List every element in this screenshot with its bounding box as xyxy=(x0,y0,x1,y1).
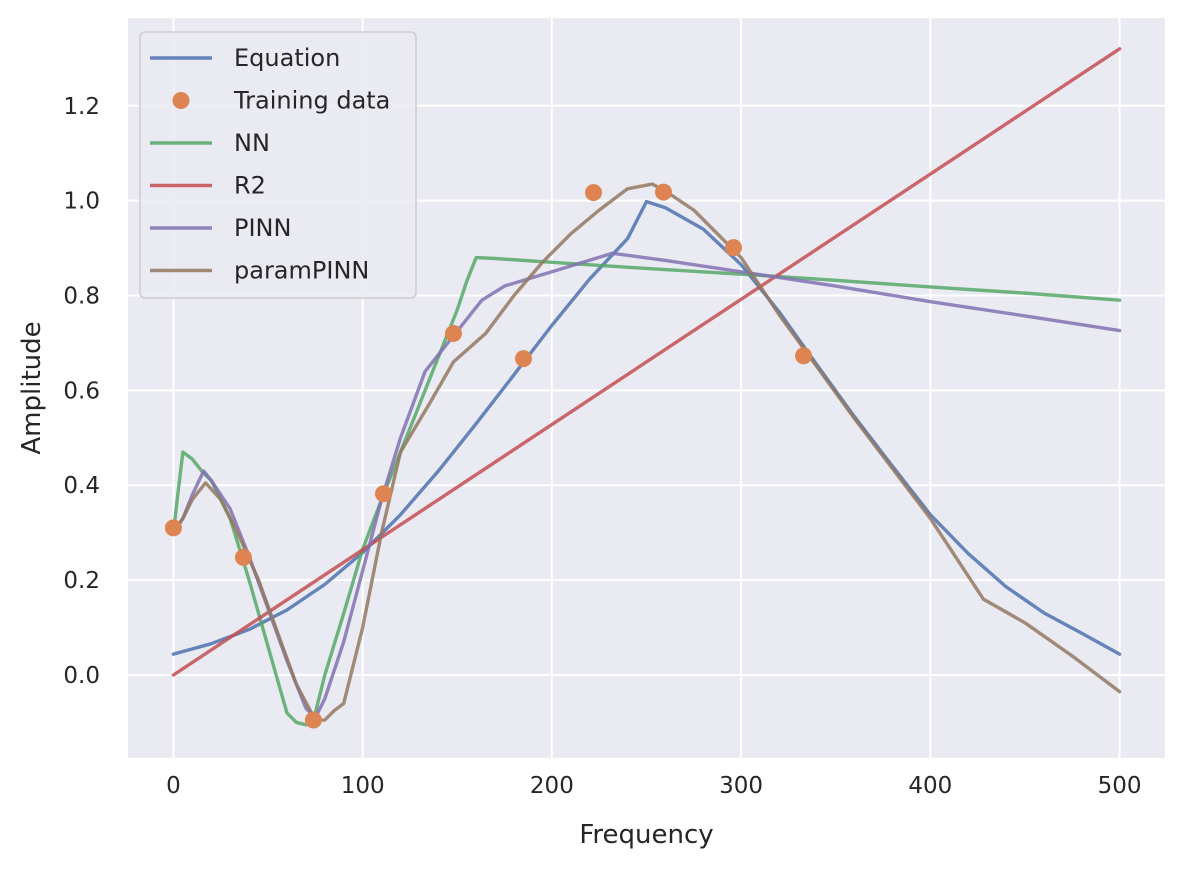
legend-item: Training data xyxy=(172,87,390,115)
legend-label: paramPINN xyxy=(234,257,369,285)
x-tick-label: 500 xyxy=(1098,773,1142,799)
training-data-point xyxy=(374,485,392,503)
y-tick-label: 1.2 xyxy=(63,94,100,120)
legend-item: Equation xyxy=(150,44,340,72)
grid xyxy=(128,18,1165,758)
tick-labels: 0 100 200 300 400 500 0.0 0.2 0.4 0.6 0.8 1.0 1.2 xyxy=(63,94,1141,799)
legend-label: PINN xyxy=(234,214,291,242)
series-line-equation xyxy=(171,199,1122,656)
y-tick-label: 1.0 xyxy=(63,189,100,215)
x-tick-label: 200 xyxy=(530,773,574,799)
legend: Equation Training data NN R2 PINN paramPINN xyxy=(139,31,417,299)
legend-label: R2 xyxy=(234,172,266,200)
series-line-r2 xyxy=(171,47,1122,677)
training-data-point xyxy=(444,324,462,342)
x-tick-label: 0 xyxy=(166,773,181,799)
training-data-point xyxy=(725,239,743,257)
training-data-point xyxy=(304,711,322,729)
training-data-point xyxy=(164,519,182,537)
series-layer xyxy=(164,47,1122,729)
y-tick-label: 0.8 xyxy=(63,284,100,310)
training-data-point xyxy=(655,183,673,201)
x-tick-label: 400 xyxy=(908,773,952,799)
legend-frame xyxy=(139,31,417,299)
y-tick-label: 0.6 xyxy=(63,378,100,404)
y-tick-label: 0.4 xyxy=(63,473,100,499)
legend-marker xyxy=(172,92,190,109)
legend-item: R2 xyxy=(150,172,266,200)
x-axis-label: Frequency xyxy=(579,820,713,850)
series-line-parampinn xyxy=(171,182,1122,722)
y-tick-label: 0.2 xyxy=(63,568,100,594)
legend-item: PINN xyxy=(150,214,291,242)
x-tick-label: 100 xyxy=(341,773,385,799)
y-tick-label: 0.0 xyxy=(63,663,100,689)
legend-label: NN xyxy=(234,129,270,157)
series-clip-group xyxy=(164,47,1122,729)
training-data-point xyxy=(585,184,603,202)
legend-label: Equation xyxy=(234,44,340,72)
training-data-point xyxy=(795,347,813,365)
y-axis-label: Amplitude xyxy=(17,321,47,454)
legend-label: Training data xyxy=(233,87,390,115)
series-training-data xyxy=(164,183,813,729)
x-tick-label: 300 xyxy=(719,773,763,799)
legend-item: NN xyxy=(150,129,270,157)
training-data-point xyxy=(514,350,532,368)
training-data-point xyxy=(234,548,252,566)
legend-item: paramPINN xyxy=(150,257,369,285)
